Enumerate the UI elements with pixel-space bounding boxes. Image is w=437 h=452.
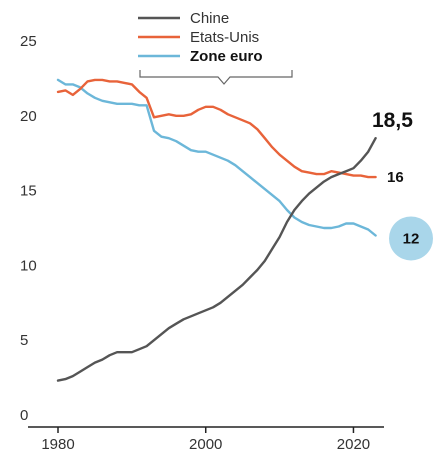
legend-label: Etats-Unis [190, 29, 259, 46]
x-tick-label: 2000 [189, 436, 222, 452]
end-labels: 18,5 16 12 [372, 109, 433, 261]
y-tick-label: 0 [20, 407, 28, 424]
y-tick-label: 15 [20, 183, 37, 200]
legend-item-chine: Chine [138, 10, 229, 27]
etats-unis-end-label: 16 [387, 169, 404, 186]
legend: Chine Etats-Unis Zone euro [138, 10, 293, 85]
x-tick-label: 2020 [337, 436, 370, 452]
chine-line [56, 136, 377, 382]
y-tick-label: 20 [20, 108, 37, 125]
zone-euro-end-badge [389, 216, 433, 261]
series-lines [56, 78, 377, 382]
y-tick-label: 10 [20, 257, 37, 274]
x-axis-ticks: 1980 2000 2020 [41, 427, 370, 452]
legend-label: Zone euro [190, 48, 263, 65]
legend-item-zone-euro: Zone euro [138, 48, 263, 65]
y-tick-label: 25 [20, 33, 37, 50]
legend-bracket [139, 70, 293, 85]
etats-unis-line [56, 78, 377, 179]
zone-euro-end-label: 12 [403, 230, 420, 247]
x-tick-label: 1980 [41, 436, 74, 452]
chine-end-label: 18,5 [372, 109, 413, 132]
y-tick-label: 5 [20, 332, 28, 349]
legend-item-etats-unis: Etats-Unis [138, 29, 259, 46]
zone-euro-line [56, 78, 377, 237]
y-axis-ticks: 0 5 10 15 20 25 [20, 33, 37, 424]
legend-label: Chine [190, 10, 229, 27]
